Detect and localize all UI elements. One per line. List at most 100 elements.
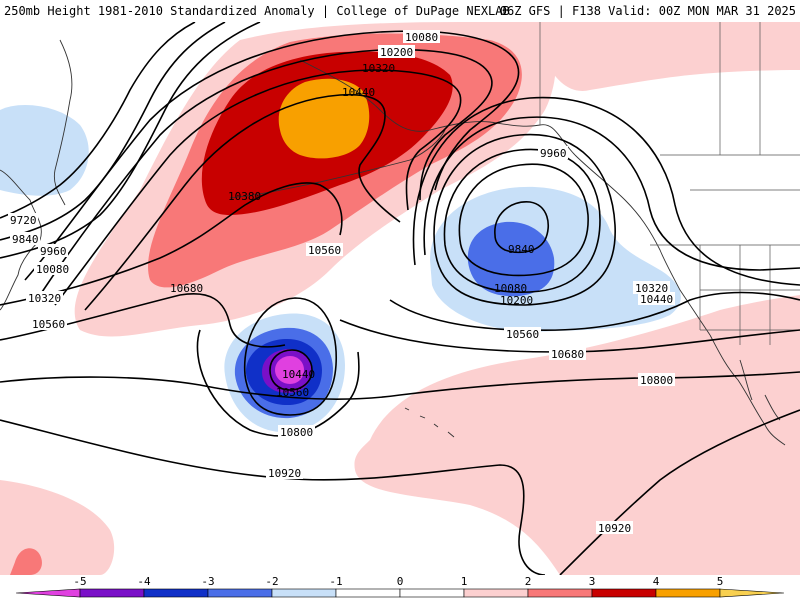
contour-10800-right <box>0 371 800 400</box>
anomaly-plus1-southeast <box>354 295 800 575</box>
coastline-kamchatka <box>53 39 73 206</box>
label-bg <box>378 45 415 58</box>
label-bg <box>278 425 315 438</box>
contour-10080-top <box>24 30 520 281</box>
contour-label: 10440 <box>342 86 375 99</box>
label-bg <box>538 146 568 159</box>
colorbar: -5 -4 -3 -2 -1 0 1 2 3 4 5 <box>0 575 800 600</box>
anomaly-plus2-southwest-spot <box>10 548 42 575</box>
positive-anomaly-shading <box>0 22 800 575</box>
anomaly-minus5-cutoff-low <box>275 356 304 384</box>
contour-label: 9840 <box>508 243 535 256</box>
colorbar-tick-label: -1 <box>329 575 342 588</box>
negative-anomaly-shading <box>0 105 681 433</box>
contour-10560-right <box>389 291 800 332</box>
contour-10440-low2 <box>269 349 313 391</box>
colorbar-swatch <box>271 588 337 598</box>
contour-10320-top <box>54 69 462 306</box>
contour-label: 9720 <box>10 214 37 227</box>
contour-10920-mid <box>0 419 546 575</box>
model-run-info: 06Z GFS | F138 Valid: 00Z MON MAR 31 202… <box>499 4 796 18</box>
contour-label: 9960 <box>40 245 67 258</box>
contour-9840-low <box>494 201 549 254</box>
label-bg <box>10 232 40 245</box>
colorbar-tick-label: -3 <box>201 575 214 588</box>
colorbar-tick-label: -5 <box>73 575 86 588</box>
contour-label: 10560 <box>506 328 539 341</box>
contour-9720 <box>0 22 196 219</box>
contour-label: 10080 <box>405 31 438 44</box>
label-bg <box>403 30 440 43</box>
contour-9840-left <box>0 22 226 241</box>
contour-10200-low <box>433 133 616 306</box>
contour-10560-mid <box>0 182 343 306</box>
colorbar-swatch <box>79 588 145 598</box>
contour-label: 10320 <box>362 62 395 75</box>
colorbar-tick-labels: -5 -4 -3 -2 -1 0 1 2 3 4 5 <box>73 575 723 588</box>
contour-10440-right <box>412 96 800 286</box>
colorbar-swatch <box>527 588 593 598</box>
contour-label: 10560 <box>32 318 65 331</box>
contour-label: 10080 <box>494 282 527 295</box>
colorbar-swatch <box>207 588 273 598</box>
colorbar-tick-label: -2 <box>265 575 278 588</box>
colorbar-swatch <box>463 588 529 598</box>
contour-label: 10320 <box>28 292 61 305</box>
contour-10440-top <box>84 93 401 311</box>
colorbar-tick-label: 2 <box>525 575 532 588</box>
contour-9960-low <box>458 163 589 277</box>
contour-label: 10800 <box>280 426 313 439</box>
colorbar-svg: -5 -4 -3 -2 -1 0 1 2 3 4 5 <box>15 575 785 598</box>
colorbar-swatches <box>15 588 785 598</box>
contour-label: 10800 <box>640 374 673 387</box>
contour-9960-left <box>0 22 261 259</box>
colorbar-tick-label: 3 <box>589 575 596 588</box>
colorbar-arrow-right <box>719 588 785 598</box>
label-bg <box>504 327 541 340</box>
colorbar-swatch <box>335 588 401 598</box>
contour-label: 9960 <box>540 147 567 160</box>
contour-label: 10680 <box>170 282 203 295</box>
hawaiian-islands <box>404 407 455 438</box>
colorbar-tick-label: 1 <box>461 575 468 588</box>
coastline-british-columbia <box>574 154 711 336</box>
map-title: 250mb Height 1981-2010 Standardized Anom… <box>4 4 510 18</box>
contour-10920-right <box>559 409 800 575</box>
contour-label: 10200 <box>380 46 413 59</box>
height-contours <box>0 22 800 575</box>
anomaly-minus2-east-pacific <box>467 221 555 297</box>
contour-label: 10920 <box>268 467 301 480</box>
map-header: 250mb Height 1981-2010 Standardized Anom… <box>0 0 800 22</box>
label-bg <box>549 347 586 360</box>
label-bg <box>306 243 343 256</box>
colorbar-tick-label: -4 <box>137 575 151 588</box>
colorbar-swatch <box>591 588 657 598</box>
contour-label: 10080 <box>36 263 69 276</box>
label-bg <box>266 466 303 479</box>
label-bg <box>638 292 675 305</box>
contour-label: 10440 <box>640 293 673 306</box>
anomaly-plus1-northeast <box>540 22 800 91</box>
coastline-alaska <box>299 59 576 156</box>
contour-label: 10440 <box>282 368 315 381</box>
contour-label: 10320 <box>635 282 668 295</box>
colorbar-tick-label: 5 <box>717 575 724 588</box>
contour-label: 10200 <box>500 294 533 307</box>
contour-label: 9840 <box>12 233 39 246</box>
colorbar-swatch <box>399 588 465 598</box>
colorbar-tick-label: 4 <box>653 575 660 588</box>
contour-label: 10560 <box>276 386 309 399</box>
label-bg <box>638 373 675 386</box>
colorbar-arrow-left <box>15 588 81 598</box>
contour-label: 10560 <box>308 244 341 257</box>
contour-10080-low <box>443 148 601 293</box>
label-bg <box>633 281 670 294</box>
label-bg <box>30 317 67 330</box>
contour-10320-right <box>423 116 800 271</box>
anomaly-minus1-east-pacific <box>430 186 681 332</box>
contour-10560-low2 <box>243 297 337 416</box>
anomaly-map: 10080 10200 10320 10440 10380 10560 1068… <box>0 22 800 575</box>
label-bg <box>26 291 63 304</box>
label-bg <box>8 213 38 226</box>
label-bg <box>34 262 71 275</box>
